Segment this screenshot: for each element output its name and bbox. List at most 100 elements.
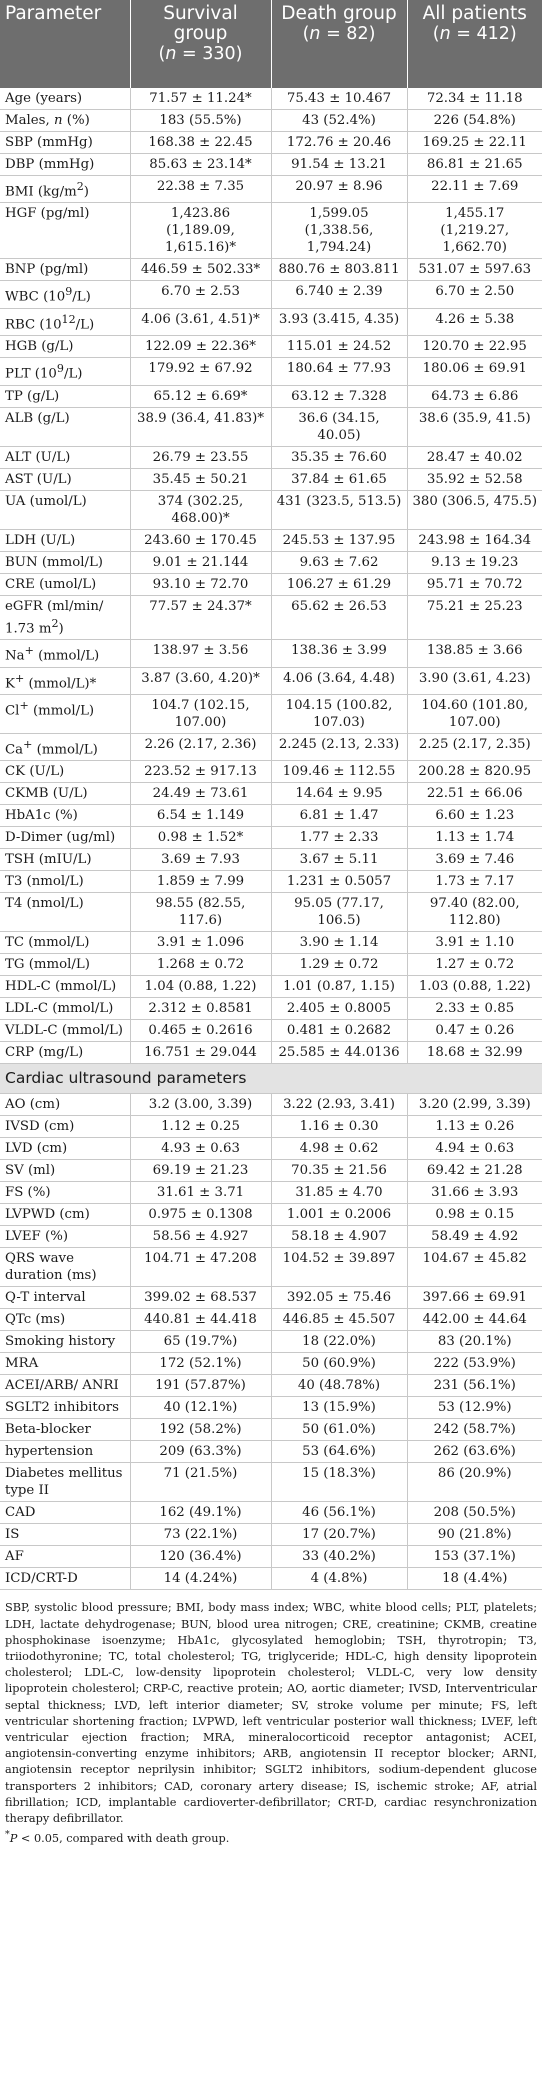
table-row: ACEI/ARB/ ANRI 191 (57.87%) 40 (48.78%) 231…	[0, 1374, 542, 1398]
parameter-cell: DBP (mmHg)	[0, 153, 131, 176]
survival-value: 162 (49.1%)	[130, 1501, 272, 1525]
parameter-label: T3 (nmol/L)	[5, 874, 84, 890]
table-row: TP (g/L) 65.12 ± 6.69* 63.12 ± 7.328 64.73 …	[0, 385, 542, 408]
table-row: BNP (pg/ml) 446.59 ± 502.33* 880.76 ± 803.…	[0, 258, 542, 282]
parameter-cell: LVPWD (cm)	[0, 1203, 131, 1227]
all-patients-value: 83 (20.1%)	[407, 1330, 542, 1354]
parameter-label: AO (cm)	[5, 1097, 61, 1113]
parameter-cell: TC (mmol/L)	[0, 931, 131, 955]
survival-value: 209 (63.3%)	[130, 1440, 272, 1464]
all-patients-value: 222 (53.9%)	[407, 1352, 542, 1376]
parameter-label: PLT (10	[5, 366, 57, 382]
death-name: Death group	[281, 3, 397, 24]
parameter-label: SBP (mmHg)	[5, 135, 93, 150]
parameter-label: UA (umol/L)	[5, 493, 87, 509]
header-death-group: Death group (n = 82)	[271, 0, 408, 88]
all-patients-value: 3.90 (3.61, 4.23)	[407, 667, 542, 695]
parameter-cell: Smoking history	[0, 1330, 131, 1354]
death-value: 1.77 ± 2.33	[271, 826, 408, 850]
all-patients-value: 86 (20.9%)	[407, 1462, 542, 1503]
table-row: SGLT2 inhibitors 40 (12.1%) 13 (15.9%) 53 (…	[0, 1396, 542, 1420]
parameter-superscript: 9	[56, 362, 64, 376]
survival-value: 1.04 (0.88, 1.22)	[130, 975, 272, 999]
table-row: CK (U/L) 223.52 ± 917.13 109.46 ± 112.55 20…	[0, 760, 542, 784]
parameter-cell: eGFR (ml/min/ 1.73 m2)	[0, 595, 131, 641]
table-row: QTc (ms) 440.81 ± 44.418 446.85 ± 45.507 44…	[0, 1308, 542, 1332]
table-row: LDH (U/L) 243.60 ± 170.45 245.53 ± 137.95 2…	[0, 529, 542, 552]
death-value: 50 (61.0%)	[271, 1418, 408, 1442]
all-patients-value: 242 (58.7%)	[407, 1418, 542, 1442]
death-value: 3.93 (3.415, 4.35)	[271, 308, 408, 337]
table-row: CRP (mg/L) 16.751 ± 29.044 25.585 ± 44.013…	[0, 1041, 542, 1065]
table-row: Ca+ (mmol/L) 2.26 (2.17, 2.36) 2.245 (2.13…	[0, 733, 542, 762]
parameter-cell: TG (mmol/L)	[0, 953, 131, 977]
survival-value: 6.54 ± 1.149	[130, 804, 272, 828]
parameter-label: CAD	[5, 1505, 36, 1521]
table-row: Age (years) 71.57 ± 11.24* 75.43 ± 10.467 7…	[0, 88, 542, 110]
table-row: RBC (1012/L) 4.06 (3.61, 4.51)* 3.93 (3.41…	[0, 308, 542, 337]
table-row: TC (mmol/L) 3.91 ± 1.096 3.90 ± 1.14 3.91 ±…	[0, 931, 542, 955]
parameter-label: TC (mmol/L)	[5, 935, 90, 951]
death-value: 180.64 ± 77.93	[271, 357, 408, 386]
survival-value: 98.55 (82.55, 117.6)	[130, 892, 272, 933]
significance-p: P	[9, 1831, 18, 1845]
death-n-prefix: n	[309, 24, 321, 44]
parameter-label: ICD/CRT-D	[5, 1571, 78, 1587]
survival-value: 3.91 ± 1.096	[130, 931, 272, 955]
death-value: 53 (64.6%)	[271, 1440, 408, 1464]
parameter-label: Beta-blocker	[5, 1422, 91, 1438]
parameter-cell: QTc (ms)	[0, 1308, 131, 1332]
all-patients-value: 6.60 ± 1.23	[407, 804, 542, 828]
parameter-superscript: +	[23, 737, 33, 751]
parameter-label: ALT (U/L)	[5, 449, 71, 465]
parameter-label: K	[5, 675, 15, 691]
all-patients-value: 1.03 (0.88, 1.22)	[407, 975, 542, 999]
survival-value: 71.57 ± 11.24*	[130, 88, 272, 110]
survival-value: 0.98 ± 1.52*	[130, 826, 272, 850]
survival-value: 120 (36.4%)	[130, 1545, 272, 1569]
parameter-label: QRS wave duration (ms)	[5, 1251, 97, 1284]
survival-value: 243.60 ± 170.45	[130, 529, 272, 552]
parameter-italic: n	[53, 113, 63, 128]
death-value: 3.22 (2.93, 3.41)	[271, 1093, 408, 1117]
parameter-label: AF	[5, 1549, 24, 1565]
parameter-suffix: /L)	[63, 366, 83, 382]
parameter-suffix: )	[58, 621, 64, 637]
parameter-cell: AF	[0, 1545, 131, 1569]
parameter-cell: CRP (mg/L)	[0, 1041, 131, 1065]
parameter-suffix: (mmol/L)	[28, 703, 95, 719]
parameter-label: CK (U/L)	[5, 764, 65, 780]
parameter-suffix: (mmol/L)*	[24, 675, 97, 691]
survival-value: 3.69 ± 7.93	[130, 848, 272, 872]
survival-value: 1.268 ± 0.72	[130, 953, 272, 977]
table-row: HbA1c (%) 6.54 ± 1.149 6.81 ± 1.47 6.60 ± 1…	[0, 804, 542, 828]
death-value: 18 (22.0%)	[271, 1330, 408, 1354]
parameter-cell: Diabetes mellitus type II	[0, 1462, 131, 1503]
table-row: TG (mmol/L) 1.268 ± 0.72 1.29 ± 0.72 1.27 ±…	[0, 953, 542, 977]
table-document: Parameter Survival group (n = 330) Death…	[0, 0, 542, 1845]
table-row: Diabetes mellitus type II 71 (21.5%) 15 (1…	[0, 1462, 542, 1503]
parameter-label: Smoking history	[5, 1334, 116, 1350]
all-patients-value: 120.70 ± 22.95	[407, 335, 542, 359]
death-value: 392.05 ± 75.46	[271, 1286, 408, 1310]
parameter-cell: RBC (1012/L)	[0, 308, 131, 337]
parameter-cell: VLDL-C (mmol/L)	[0, 1019, 131, 1043]
table-row: T4 (nmol/L) 98.55 (82.55, 117.6) 95.05 (77…	[0, 892, 542, 933]
parameter-label: QTc (ms)	[5, 1312, 66, 1328]
parameter-label: ACEI/ARB/ ANRI	[5, 1378, 119, 1394]
parameter-label: TG (mmol/L)	[5, 957, 90, 973]
death-n-value: = 82	[320, 24, 369, 44]
parameter-label: Ca	[5, 742, 24, 758]
parameter-superscript: 2	[76, 180, 84, 193]
parameter-cell: CK (U/L)	[0, 760, 131, 784]
survival-value: 73 (22.1%)	[130, 1523, 272, 1547]
all-patients-value: 1.13 ± 0.26	[407, 1115, 542, 1139]
all-patients-value: 18 (4.4%)	[407, 1567, 542, 1591]
survival-value: 16.751 ± 29.044	[130, 1041, 272, 1065]
survival-value: 2.312 ± 0.8581	[130, 997, 272, 1021]
all-patients-value: 4.94 ± 0.63	[407, 1137, 542, 1161]
parameter-label: SV (ml)	[5, 1163, 56, 1179]
death-value: 6.740 ± 2.39	[271, 280, 408, 309]
survival-value: 2.26 (2.17, 2.36)	[130, 733, 272, 762]
parameter-cell: HGB (g/L)	[0, 335, 131, 359]
